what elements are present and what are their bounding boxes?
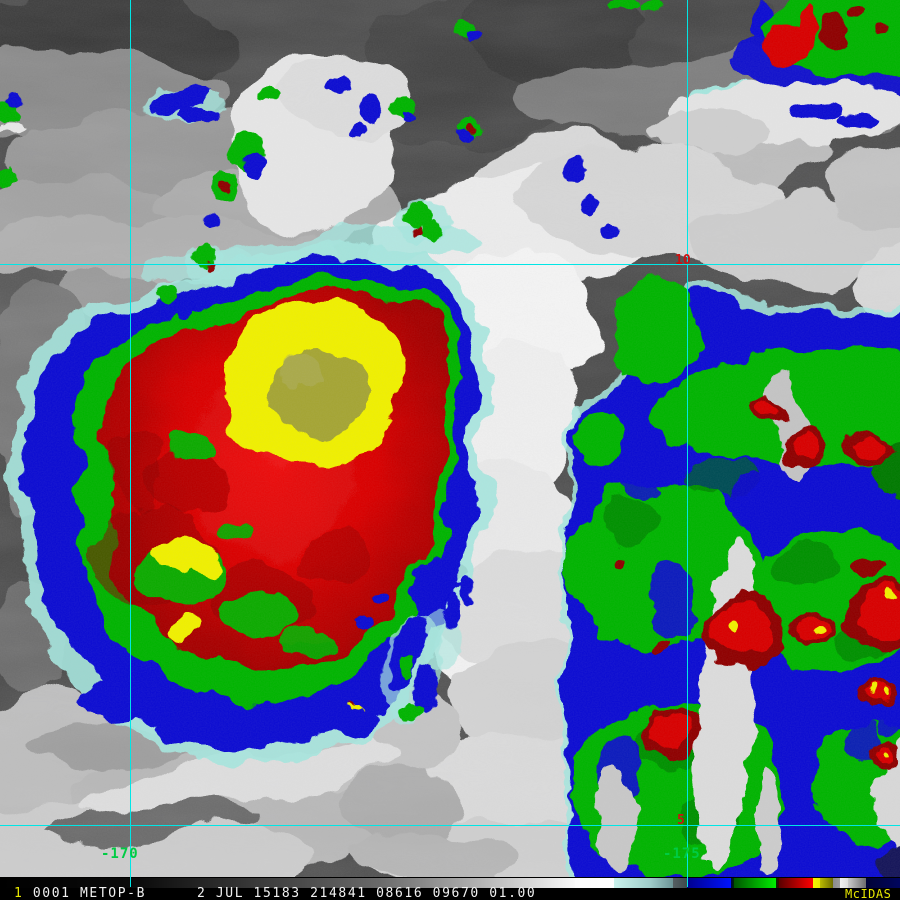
enhancement-colorbar xyxy=(0,878,900,888)
latitude-line-lower xyxy=(0,825,900,826)
status-bar: 1 0001 METOP-B 2 JUL 15183 214841 08616 … xyxy=(0,877,900,900)
image-datetime-label: 2 JUL 15183 214841 08616 09670 01.00 xyxy=(197,886,537,900)
longitude-label-right: -175 xyxy=(663,846,701,862)
frame-number: 1 xyxy=(14,886,24,900)
frame-and-satellite-label: 1 0001 METOP-B xyxy=(14,886,146,900)
longitude-line-175 xyxy=(687,0,688,887)
longitude-label-left: -170 xyxy=(101,846,139,862)
sensor-noise-overlay xyxy=(0,0,900,877)
satellite-id-label: 0001 METOP-B xyxy=(32,886,146,900)
latitude-line-upper xyxy=(0,264,900,265)
satellite-image[interactable] xyxy=(0,0,900,877)
mcidas-brand-label: McIDAS xyxy=(845,887,892,900)
track-annotation-5: 5 xyxy=(677,813,685,828)
track-annotation-10: 10 xyxy=(675,253,691,268)
satellite-scene xyxy=(0,0,900,877)
longitude-line-170 xyxy=(130,0,131,887)
